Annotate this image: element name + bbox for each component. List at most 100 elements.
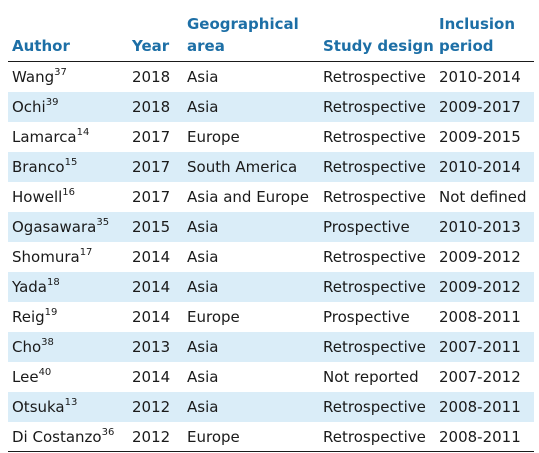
table-row: Ogasawara35 2015 Asia Prospective 2010-2013: [8, 211, 534, 242]
author-name: Wang: [12, 67, 55, 86]
cell-year: 2017: [132, 127, 171, 146]
header-inclusion-period: Inclusion period: [439, 14, 516, 55]
reference-number: 36: [101, 426, 115, 438]
table-row: Branco15 2017 South America Retrospective 20…: [8, 151, 534, 182]
table-row: Yada18 2014 Asia Retrospective 2009-2012: [8, 271, 534, 302]
cell-geographical-area: Asia: [183, 91, 319, 122]
cell-inclusion-period: 2009-2012: [439, 247, 521, 266]
cell-author: Yada18: [8, 271, 128, 302]
cell-year: 2015: [128, 211, 183, 242]
cell-study-design: Not reported: [323, 367, 419, 386]
cell-year: 2018: [128, 91, 183, 122]
author-name: Ochi: [12, 97, 46, 116]
cell-inclusion-period: 2008-2011: [435, 391, 534, 422]
author-name: Otsuka: [12, 397, 65, 416]
cell-geographical-area: Asia: [183, 211, 319, 242]
author-name: Yada: [12, 277, 48, 296]
cell-year: 2014: [132, 307, 171, 326]
table-bottom-rule: [8, 451, 534, 452]
header-year: Year: [132, 36, 170, 55]
cell-study-design: Retrospective: [319, 331, 435, 362]
cell-inclusion-period: 2008-2011: [439, 427, 521, 446]
cell-study-design: Prospective: [323, 307, 410, 326]
cell-author: Ogasawara35: [8, 211, 128, 242]
reference-number: 13: [64, 396, 78, 408]
cell-year: 2018: [132, 67, 171, 86]
cell-geographical-area: Asia: [187, 367, 219, 386]
table-row: Wang37 2018 Asia Retrospective 2010-2014: [8, 61, 534, 92]
cell-study-design: Retrospective: [319, 151, 435, 182]
table-row: Otsuka13 2012 Asia Retrospective 2008-2011: [8, 391, 534, 422]
cell-study-design: Retrospective: [319, 91, 435, 122]
cell-study-design: Retrospective: [323, 247, 426, 266]
cell-geographical-area: South America: [183, 151, 319, 182]
studies-table: Author Year Geographical area Study desig…: [8, 0, 534, 452]
author-name: Shomura: [12, 247, 80, 266]
cell-author: Di Costanzo36: [8, 422, 128, 452]
table-row: Cho38 2013 Asia Retrospective 2007-2011: [8, 331, 534, 362]
cell-geographical-area: Europe: [187, 307, 240, 326]
reference-number: 39: [45, 96, 59, 108]
cell-author: Otsuka13: [8, 391, 128, 422]
cell-author: Lee40: [8, 362, 128, 392]
table-row: Shomura17 2014 Asia Retrospective 2009-2012: [8, 242, 534, 272]
cell-inclusion-period: 2007-2012: [439, 367, 521, 386]
table-row: Lamarca14 2017 Europe Retrospective 2009-201…: [8, 122, 534, 152]
cell-study-design: Retrospective: [319, 271, 435, 302]
reference-number: 37: [54, 66, 67, 78]
author-name: Di Costanzo: [12, 427, 102, 446]
cell-year: 2012: [132, 427, 171, 446]
author-name: Reig: [12, 307, 45, 326]
table-header: Author Year Geographical area Study desig…: [8, 0, 534, 61]
cell-study-design: Prospective: [319, 211, 435, 242]
header-author: Author: [12, 36, 70, 55]
cell-year: 2014: [132, 367, 171, 386]
cell-year: 2014: [128, 271, 183, 302]
cell-year: 2014: [132, 247, 171, 266]
reference-number: 16: [62, 186, 76, 198]
cell-geographical-area: Asia and Europe: [187, 187, 309, 206]
cell-author: Cho38: [8, 331, 128, 362]
cell-author: Howell16: [8, 182, 128, 212]
reference-number: 40: [38, 366, 52, 378]
reference-number: 18: [47, 276, 60, 288]
cell-inclusion-period: 2007-2011: [435, 331, 534, 362]
cell-author: Lamarca14: [8, 122, 128, 152]
author-name: Lee: [12, 367, 39, 386]
table-row: Ochi39 2018 Asia Retrospective 2009-2017: [8, 91, 534, 122]
author-name: Ogasawara: [12, 217, 97, 236]
cell-year: 2017: [132, 187, 171, 206]
cell-inclusion-period: 2009-2017: [435, 91, 534, 122]
cell-study-design: Retrospective: [323, 427, 426, 446]
cell-geographical-area: Asia: [187, 247, 219, 266]
cell-study-design: Retrospective: [323, 127, 426, 146]
author-name: Branco: [12, 157, 65, 176]
reference-number: 14: [76, 126, 90, 138]
cell-inclusion-period: 2009-2015: [439, 127, 521, 146]
header-geographical-area: Geographical area: [187, 14, 299, 55]
cell-inclusion-period: 2008-2011: [439, 307, 521, 326]
table-row: Di Costanzo36 2012 Europe Retrospective 2008…: [8, 422, 534, 452]
author-name: Lamarca: [12, 127, 77, 146]
author-name: Howell: [12, 187, 63, 206]
table-row: Lee40 2014 Asia Not reported 2007-2012: [8, 362, 534, 392]
cell-geographical-area: Asia: [183, 391, 319, 422]
cell-geographical-area: Asia: [183, 331, 319, 362]
author-name: Cho: [12, 337, 42, 356]
cell-author: Ochi39: [8, 91, 128, 122]
cell-geographical-area: Europe: [187, 427, 240, 446]
cell-author: Wang37: [8, 61, 128, 92]
cell-study-design: Retrospective: [323, 187, 426, 206]
reference-number: 17: [79, 246, 93, 258]
cell-author: Shomura17: [8, 242, 128, 272]
cell-inclusion-period: 2010-2013: [435, 211, 534, 242]
reference-number: 35: [96, 216, 110, 228]
cell-year: 2017: [128, 151, 183, 182]
reference-number: 38: [41, 336, 54, 348]
cell-inclusion-period: 2010-2014: [435, 151, 534, 182]
cell-inclusion-period: 2009-2012: [435, 271, 534, 302]
cell-author: Branco15: [8, 151, 128, 182]
cell-study-design: Retrospective: [319, 391, 435, 422]
cell-inclusion-period: Not defined: [439, 187, 527, 206]
table-row: Reig19 2014 Europe Prospective 2008-2011: [8, 302, 534, 332]
